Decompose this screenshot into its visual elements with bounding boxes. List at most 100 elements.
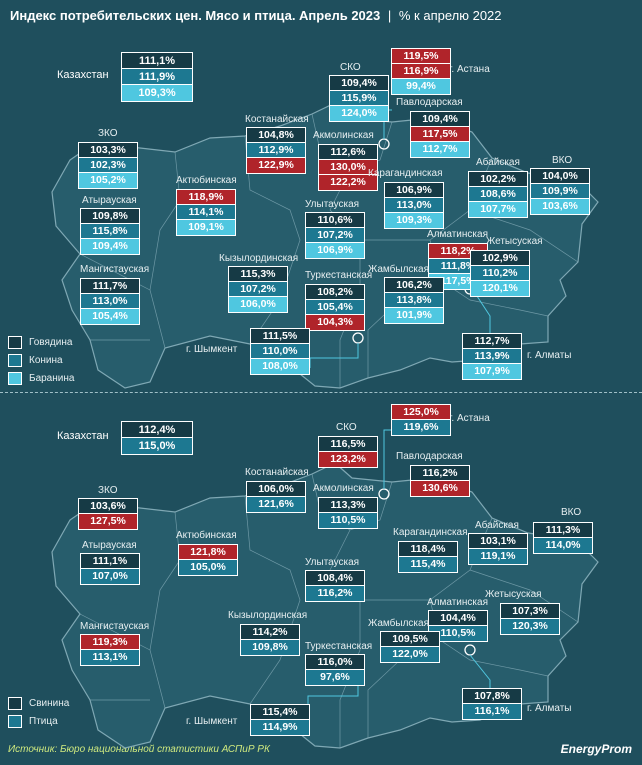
value-box-pavlodar: 116,2% 130,6% [410, 465, 470, 497]
value-cell: 107,2% [229, 282, 287, 297]
value-cell: 111,3% [534, 523, 592, 538]
value-cell: 112,7% [463, 334, 521, 349]
value-cell: 110,6% [306, 213, 364, 228]
legend: Говядина Конина Баранина [8, 333, 74, 387]
value-box-zko: 103,3% 102,3% 105,2% [78, 142, 138, 189]
value-cell: 123,2% [319, 452, 377, 467]
value-cell: 119,3% [81, 635, 139, 650]
value-cell: 111,1% [122, 53, 192, 69]
value-cell: 110,0% [251, 344, 309, 359]
title-main: Индекс потребительских цен. Мясо и птица… [10, 8, 381, 23]
region-label-abai: Абайская [476, 157, 520, 168]
value-cell: 116,0% [306, 655, 364, 670]
value-box-shymkent: 111,5% 110,0% 108,0% [250, 328, 310, 375]
legend-label: Конина [29, 354, 63, 366]
value-box-almaty-region: 104,4% 110,5% [428, 610, 488, 642]
leader-line [309, 343, 359, 368]
value-cell: 127,5% [79, 514, 137, 529]
value-cell: 103,6% [531, 199, 589, 214]
value-cell: 109,8% [241, 640, 299, 655]
legend-label: Птица [29, 715, 58, 727]
region-label-karaganda: Карагандинская [368, 168, 443, 179]
region-label-zko: ЗКО [98, 485, 118, 496]
value-box-mangystau: 119,3% 113,1% [80, 634, 140, 666]
region-label-mangystau: Мангистауская [80, 621, 150, 632]
region-label-aktobe: Актюбинская [176, 175, 237, 186]
value-cell: 108,6% [469, 187, 527, 202]
region-label-sko: СКО [336, 422, 357, 433]
title-subtitle: % к апрелю 2022 [398, 8, 502, 23]
value-cell: 113,0% [81, 294, 139, 309]
legend-item: Птица [8, 712, 69, 730]
value-box-turkestan: 116,0% 97,6% [305, 654, 365, 686]
region-label-akmola: Акмолинская [313, 483, 374, 494]
region-label-astana: г. Астана [449, 64, 490, 75]
value-box-sko: 109,4% 115,9% 124,0% [329, 75, 389, 122]
region-label-karaganda: Карагандинская [393, 527, 468, 538]
value-box-karaganda: 106,9% 113,0% 109,3% [384, 182, 444, 229]
value-cell: 106,9% [306, 243, 364, 258]
region-label-zhetysu: Жетысуская [485, 589, 542, 600]
value-box-kazakhstan: 111,1% 111,9% 109,3% [121, 52, 193, 102]
value-box-shymkent: 115,4% 114,9% [250, 704, 310, 736]
value-cell: 102,2% [469, 172, 527, 187]
value-cell: 109,1% [177, 220, 235, 235]
value-box-aktobe: 121,8% 105,0% [178, 544, 238, 576]
value-cell: 113,0% [385, 198, 443, 213]
value-cell: 109,8% [81, 209, 139, 224]
value-box-almaty-city: 112,7% 113,9% 107,9% [462, 333, 522, 380]
value-box-abai: 103,1% 119,1% [468, 533, 528, 565]
value-box-ulytau: 108,4% 116,2% [305, 570, 365, 602]
legend-item: Баранина [8, 369, 74, 387]
value-cell: 130,0% [319, 160, 377, 175]
region-label-kostanay: Костанайская [245, 114, 309, 125]
region-label-aktobe: Актюбинская [176, 530, 237, 541]
legend-swatch [8, 696, 22, 710]
value-cell: 114,2% [241, 625, 299, 640]
value-cell: 113,8% [385, 293, 443, 308]
value-box-zhetysu: 102,9% 110,2% 120,1% [470, 250, 530, 297]
value-cell: 106,0% [247, 482, 305, 497]
value-cell: 115,8% [81, 224, 139, 239]
value-cell: 112,7% [411, 142, 469, 157]
region-label-ulytau: Улытауская [305, 199, 360, 210]
value-cell: 105,4% [81, 309, 139, 324]
value-cell: 109,4% [330, 76, 388, 91]
value-cell: 116,5% [319, 437, 377, 452]
value-cell: 121,8% [179, 545, 237, 560]
region-label-zhetysu: Жетысуская [486, 236, 543, 247]
value-box-zhetysu: 107,3% 120,3% [500, 603, 560, 635]
region-label-abai: Абайская [475, 520, 519, 531]
value-cell: 111,1% [81, 554, 139, 569]
region-label-kyzylorda: Кызылординская [228, 610, 308, 621]
value-cell: 108,2% [306, 285, 364, 300]
legend-swatch [8, 353, 22, 367]
region-label-ulytau: Улытауская [305, 557, 360, 568]
region-label-atyrau: Атырауская [82, 540, 137, 551]
region-label-atyrau: Атырауская [82, 195, 137, 206]
value-box-zhambyl: 109,5% 122,0% [380, 631, 440, 663]
value-cell: 118,4% [399, 542, 457, 557]
value-cell: 119,5% [392, 49, 450, 64]
value-cell: 103,6% [79, 499, 137, 514]
value-cell: 120,3% [501, 619, 559, 634]
value-cell: 104,0% [531, 169, 589, 184]
region-label-pavlodar: Павлодарская [396, 451, 463, 462]
region-label-sko: СКО [340, 62, 361, 73]
page-title: Индекс потребительских цен. Мясо и птица… [10, 8, 502, 23]
value-cell: 106,0% [229, 297, 287, 312]
leader-line [307, 680, 359, 704]
value-cell: 110,5% [429, 626, 487, 641]
value-cell: 101,9% [385, 308, 443, 323]
value-cell: 115,4% [399, 557, 457, 572]
value-cell: 116,2% [411, 466, 469, 481]
value-cell: 113,9% [463, 349, 521, 364]
region-label-shymkent: г. Шымкент [186, 716, 238, 727]
value-cell: 107,8% [463, 689, 521, 704]
value-box-zko: 103,6% 127,5% [78, 498, 138, 530]
value-cell: 122,2% [319, 175, 377, 190]
region-label-astana: г. Астана [449, 413, 490, 424]
value-cell: 112,6% [319, 145, 377, 160]
value-cell: 104,3% [306, 315, 364, 330]
